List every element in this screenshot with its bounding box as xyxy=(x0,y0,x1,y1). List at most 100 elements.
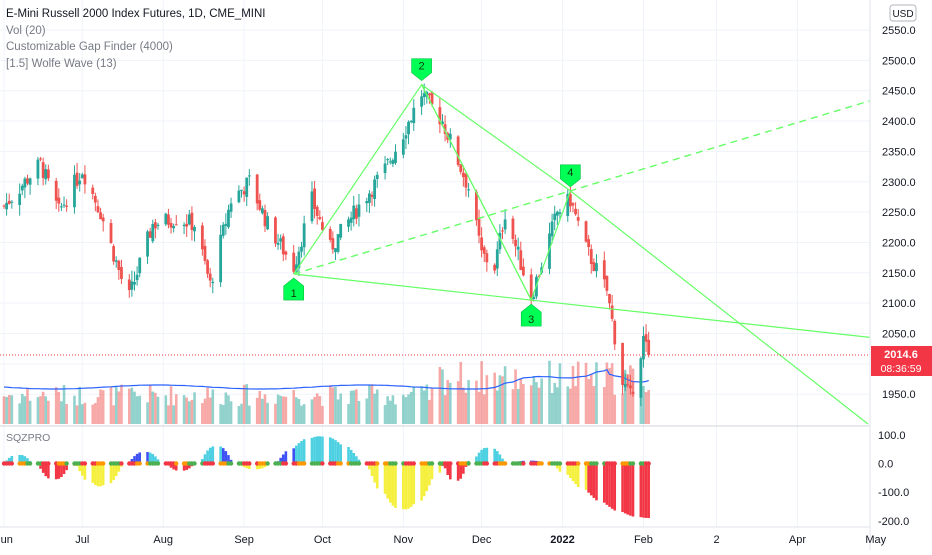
candle-body xyxy=(485,253,488,262)
volume-bar xyxy=(118,391,121,424)
volume-bar xyxy=(60,401,63,424)
volume-bar xyxy=(365,398,368,424)
y-tick-label: 2200.0 xyxy=(882,237,916,249)
candle-body xyxy=(514,240,517,247)
sqz-bar xyxy=(91,464,94,483)
candle-body xyxy=(73,175,76,207)
volume-bar xyxy=(209,398,212,424)
candle-body xyxy=(18,194,21,205)
symbol-title[interactable]: E-Mini Russell 2000 Index Futures, 1D, C… xyxy=(6,6,265,23)
volume-bar xyxy=(94,403,97,424)
sqz-dot xyxy=(302,461,306,465)
candle-body xyxy=(483,247,486,254)
sqz-bar xyxy=(449,464,452,480)
x-tick-label: 2022 xyxy=(550,534,574,546)
candle-body xyxy=(462,173,465,177)
volume-bar xyxy=(339,394,342,424)
sqz-dot xyxy=(211,461,215,465)
sqz-dot xyxy=(265,461,269,465)
candle-body xyxy=(185,224,188,227)
sqz-dot xyxy=(594,461,598,465)
volume-bar xyxy=(405,397,408,424)
candle-body xyxy=(457,137,460,165)
sqz-bar xyxy=(642,464,645,518)
x-tick-label: Apr xyxy=(789,534,806,546)
candle-body xyxy=(29,178,32,184)
sqz-bar xyxy=(593,464,596,498)
volume-bar xyxy=(629,365,632,424)
sqz-dot xyxy=(430,461,434,465)
sqz-bar xyxy=(574,464,577,485)
volume-bar xyxy=(183,395,186,424)
sqz-bar xyxy=(376,464,379,489)
sqz-bar xyxy=(426,464,429,492)
wolfe-wave-legend[interactable]: [1.5] Wolfe Wave (13) xyxy=(6,56,265,73)
candle-body xyxy=(645,334,648,341)
sqz-dot xyxy=(156,461,160,465)
candle-body xyxy=(300,247,303,252)
candle-body xyxy=(8,201,11,204)
sqz-dot xyxy=(64,461,68,465)
candle-body xyxy=(311,191,314,221)
sqz-bar xyxy=(112,464,115,481)
volume-bar xyxy=(230,401,233,424)
volume-bar xyxy=(319,396,322,424)
sqz-bar xyxy=(102,464,105,486)
sqz-bar xyxy=(295,446,298,464)
sqz-bar xyxy=(493,449,496,464)
volume-bar xyxy=(204,399,207,424)
volume-bar xyxy=(277,395,280,424)
sqz-bar xyxy=(58,464,61,479)
volume-bar xyxy=(535,382,538,424)
volume-bar xyxy=(131,388,134,424)
sqz-bar xyxy=(337,442,340,463)
candle-body xyxy=(99,212,102,219)
sqz-bar xyxy=(394,464,397,508)
x-tick-label: Aug xyxy=(153,534,173,546)
vol-legend[interactable]: Vol (20) xyxy=(6,23,265,40)
x-tick-label: Feb xyxy=(634,534,653,546)
candle-body xyxy=(10,202,13,203)
candle-body xyxy=(318,217,321,219)
volume-bar xyxy=(533,376,536,424)
volume-bar xyxy=(496,390,499,424)
volume-bar xyxy=(47,401,50,424)
price-tag-value: 2014.6 xyxy=(884,349,918,361)
gap-finder-legend[interactable]: Customizable Gap Finder (4000) xyxy=(6,39,265,56)
candle-body xyxy=(522,267,525,276)
candle-body xyxy=(611,306,614,319)
volume-bar xyxy=(467,380,470,424)
y-tick-label: 2350.0 xyxy=(882,146,916,158)
y-tick-label: 2150.0 xyxy=(882,268,916,280)
volume-bar xyxy=(402,395,405,424)
volume-bar xyxy=(120,385,123,424)
volume-bar xyxy=(170,386,173,424)
candle-body xyxy=(154,222,157,228)
sqz-bar xyxy=(572,464,575,482)
sqz-dot xyxy=(521,461,525,465)
candle-body xyxy=(624,384,627,387)
wolfe-line-4-exit xyxy=(570,191,868,424)
sqz-tick-label: 100.0 xyxy=(878,430,906,442)
sqz-bar xyxy=(300,441,303,464)
candle-body xyxy=(37,160,40,179)
volume-bar xyxy=(298,399,301,424)
volume-bar xyxy=(42,392,45,424)
candle-body xyxy=(639,358,642,397)
sqz-bar xyxy=(590,464,593,496)
volume-bar xyxy=(258,391,261,424)
sqz-bar xyxy=(621,464,624,513)
sqz-bar xyxy=(313,437,316,464)
volume-bar xyxy=(146,402,149,424)
sqz-bar xyxy=(603,464,606,503)
volume-bar xyxy=(165,395,168,424)
volume-bar xyxy=(151,392,154,424)
candle-body xyxy=(120,267,123,279)
sqz-legend[interactable]: SQZPRO xyxy=(6,432,50,444)
sqz-bar xyxy=(606,464,609,505)
y-tick-label: 2300.0 xyxy=(882,177,916,189)
wolfe-line-2-4 xyxy=(422,85,571,191)
candle-body xyxy=(512,219,515,240)
